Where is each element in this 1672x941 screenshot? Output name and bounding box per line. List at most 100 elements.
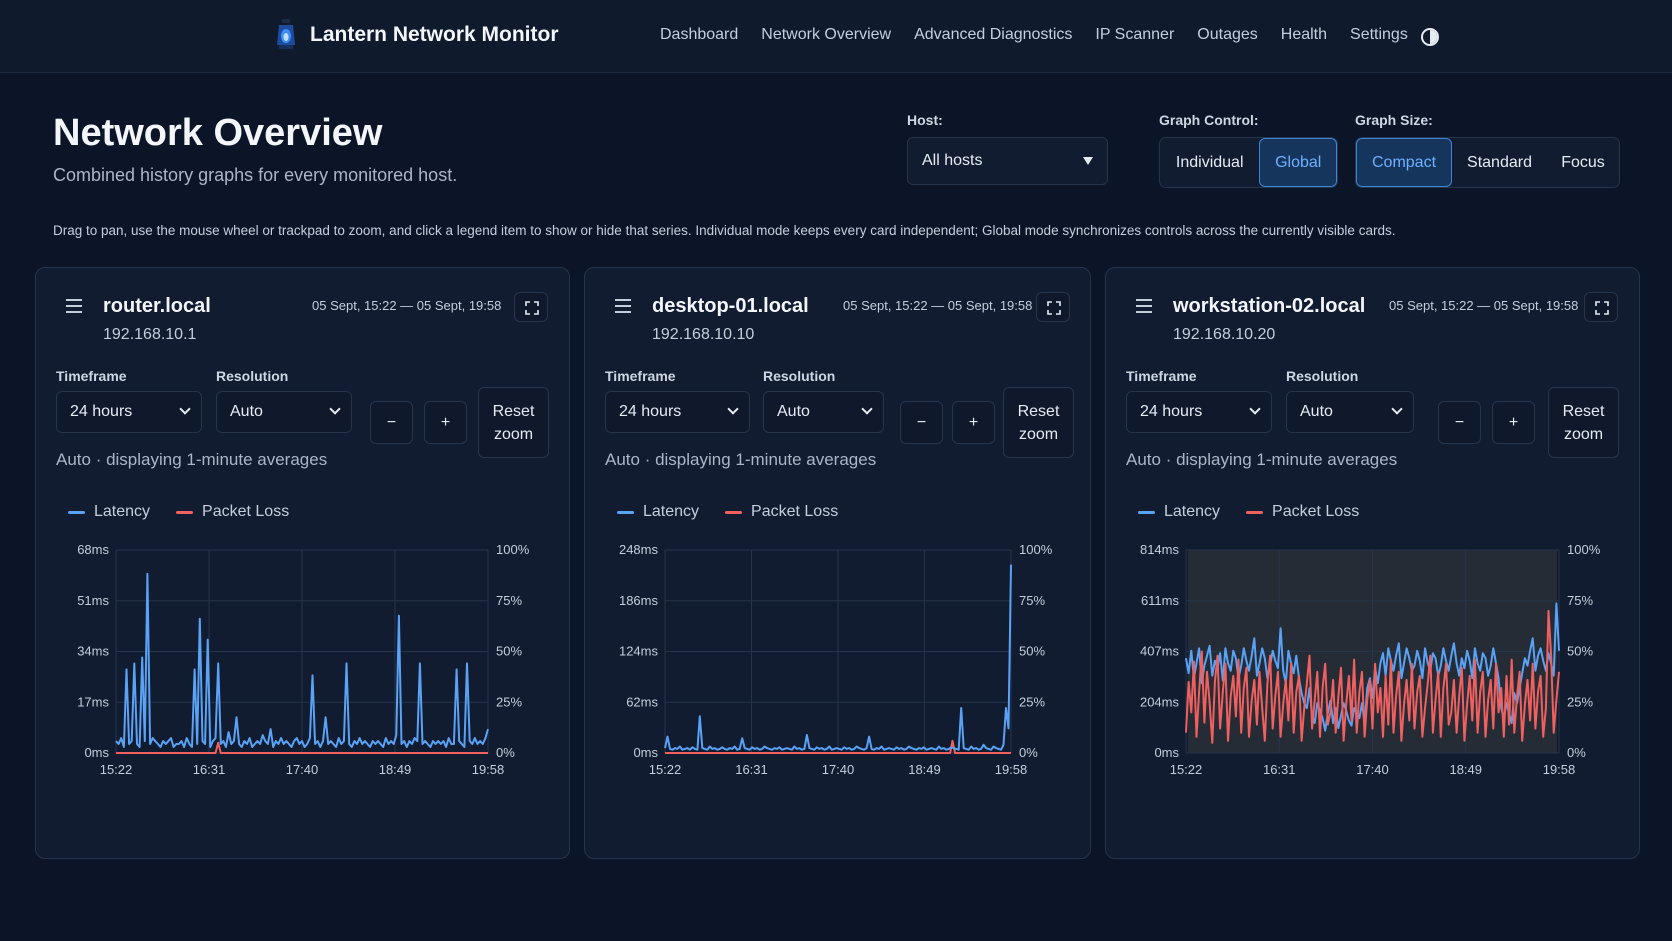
help-text: Drag to pan, use the mouse wheel or trac… [53, 223, 1396, 238]
fullscreen-button[interactable] [514, 292, 548, 322]
drag-handle-icon[interactable] [615, 299, 631, 313]
graph-size-standard-button[interactable]: Standard [1467, 153, 1532, 171]
x-tick-label: 15:22 [100, 762, 133, 777]
y-right-tick-label: 25% [1019, 694, 1045, 709]
x-tick-label: 18:49 [908, 762, 941, 777]
resolution-value: Auto [777, 403, 810, 420]
zoom-in-button[interactable]: + [952, 401, 995, 444]
y-left-tick-label: 0ms [1154, 745, 1179, 760]
host-card-desktop-01: desktop-01.local 192.168.10.10 05 Sept, … [584, 267, 1091, 859]
page-subtitle: Combined history graphs for every monito… [53, 165, 458, 185]
reset-zoom-button[interactable]: Reset zoom [1548, 387, 1619, 458]
legend-latency[interactable]: Latency [617, 503, 699, 521]
reset-zoom-button[interactable]: Reset zoom [1003, 387, 1074, 458]
x-tick-label: 16:31 [1263, 762, 1296, 777]
y-left-tick-label: 0ms [633, 745, 658, 760]
timeframe-select[interactable]: 24 hours [605, 391, 750, 433]
y-right-tick-label: 100% [1567, 542, 1601, 557]
y-left-tick-label: 124ms [619, 644, 659, 659]
x-tick-label: 17:40 [822, 762, 855, 777]
graph-control-global-button[interactable]: Global [1259, 138, 1337, 187]
resolution-select[interactable]: Auto [763, 391, 884, 433]
chevron-down-icon [727, 403, 739, 415]
nav-links: Dashboard Network Overview Advanced Diag… [660, 26, 1431, 44]
zoom-out-button[interactable]: − [1438, 401, 1481, 444]
expand-icon [525, 301, 539, 315]
chart-legend: Latency Packet Loss [68, 503, 289, 521]
zoom-out-button[interactable]: − [900, 401, 943, 444]
drag-handle-icon[interactable] [1136, 299, 1152, 313]
chevron-down-icon [329, 403, 341, 415]
resolution-value: Auto [1300, 403, 1333, 420]
nav-ip-scanner[interactable]: IP Scanner [1095, 26, 1175, 43]
legend-packet-loss[interactable]: Packet Loss [176, 503, 289, 521]
contrast-icon[interactable] [1421, 28, 1439, 46]
y-left-tick-label: 34ms [77, 644, 109, 659]
page-title: Network Overview [53, 112, 383, 154]
latency-swatch [617, 510, 634, 514]
card-time-range: 05 Sept, 15:22 — 05 Sept, 19:58 [843, 298, 1033, 313]
brand[interactable]: Lantern Network Monitor [274, 18, 559, 52]
packet-loss-series-line [116, 741, 488, 754]
y-right-tick-label: 0% [1567, 745, 1586, 760]
legend-latency[interactable]: Latency [68, 503, 150, 521]
lantern-icon [277, 19, 295, 49]
x-tick-label: 15:22 [1170, 762, 1203, 777]
nav-network-overview[interactable]: Network Overview [761, 26, 892, 43]
latency-series-line [664, 564, 1012, 751]
nav-settings[interactable]: Settings [1350, 26, 1408, 43]
y-right-tick-label: 0% [1019, 745, 1038, 760]
x-tick-label: 19:58 [1543, 762, 1576, 777]
x-tick-label: 19:58 [995, 762, 1028, 777]
legend-latency[interactable]: Latency [1138, 503, 1220, 521]
graph-size-focus-button[interactable]: Focus [1561, 153, 1605, 171]
graph-size-compact-button[interactable]: Compact [1356, 138, 1452, 187]
resolution-note: Auto · displaying 1-minute averages [1126, 450, 1398, 469]
timeframe-select[interactable]: 24 hours [1126, 391, 1272, 433]
nav-health[interactable]: Health [1280, 26, 1328, 43]
resolution-select[interactable]: Auto [1286, 391, 1414, 433]
resolution-label: Resolution [763, 368, 836, 384]
nav-advanced-diagnostics[interactable]: Advanced Diagnostics [914, 26, 1073, 43]
timeframe-label: Timeframe [1126, 368, 1197, 384]
zoom-out-button[interactable]: − [370, 401, 413, 444]
legend-packet-loss[interactable]: Packet Loss [725, 503, 838, 521]
packet-loss-swatch [1246, 510, 1264, 514]
x-tick-label: 17:40 [1356, 762, 1389, 777]
zoom-in-button[interactable]: + [424, 401, 467, 444]
history-chart[interactable]: 68ms 51ms 34ms 17ms 0ms 100% 75% 50% 25% 0% 15:22 1… [36, 530, 569, 790]
y-left-tick-label: 248ms [619, 542, 659, 557]
drag-handle-icon[interactable] [66, 299, 82, 313]
graph-size-toggle: Compact Standard Focus [1355, 137, 1620, 188]
timeframe-value: 24 hours [619, 403, 682, 420]
history-chart[interactable]: 248ms 186ms 124ms 62ms 0ms 100% 75% 50% 25% 0% 15:… [585, 530, 1090, 790]
legend-latency-label: Latency [94, 503, 151, 520]
nav-dashboard[interactable]: Dashboard [660, 26, 739, 43]
chevron-down-icon [1391, 403, 1403, 415]
x-tick-label: 18:49 [1449, 762, 1482, 777]
host-select-value: All hosts [922, 152, 983, 169]
y-right-tick-label: 75% [496, 593, 522, 608]
host-select[interactable]: All hosts [907, 137, 1108, 185]
legend-packet-loss[interactable]: Packet Loss [1246, 503, 1359, 521]
timeframe-select[interactable]: 24 hours [56, 391, 202, 433]
resolution-select[interactable]: Auto [216, 391, 352, 433]
zoom-in-button[interactable]: + [1492, 401, 1535, 444]
nav-outages[interactable]: Outages [1197, 26, 1258, 43]
x-tick-label: 18:49 [379, 762, 412, 777]
packet-loss-swatch [176, 510, 194, 514]
legend-packet-loss-label: Packet Loss [751, 503, 839, 520]
expand-icon [1047, 301, 1061, 315]
graph-control-individual-button[interactable]: Individual [1175, 153, 1244, 171]
resolution-label: Resolution [216, 368, 289, 384]
chart-legend: Latency Packet Loss [1138, 503, 1359, 521]
card-host-name: workstation-02.local [1173, 295, 1366, 317]
history-chart[interactable]: 814ms 611ms 407ms 204ms 0ms 100% 75% 50% 25% 0% 15… [1106, 530, 1639, 790]
fullscreen-button[interactable] [1036, 292, 1070, 322]
fullscreen-button[interactable] [1584, 292, 1618, 322]
latency-swatch [68, 510, 85, 514]
x-tick-label: 16:31 [193, 762, 226, 777]
packet-loss-series-line [1185, 609, 1560, 744]
reset-zoom-button[interactable]: Reset zoom [478, 387, 549, 458]
host-card-router: router.local 192.168.10.1 05 Sept, 15:22… [35, 267, 570, 859]
